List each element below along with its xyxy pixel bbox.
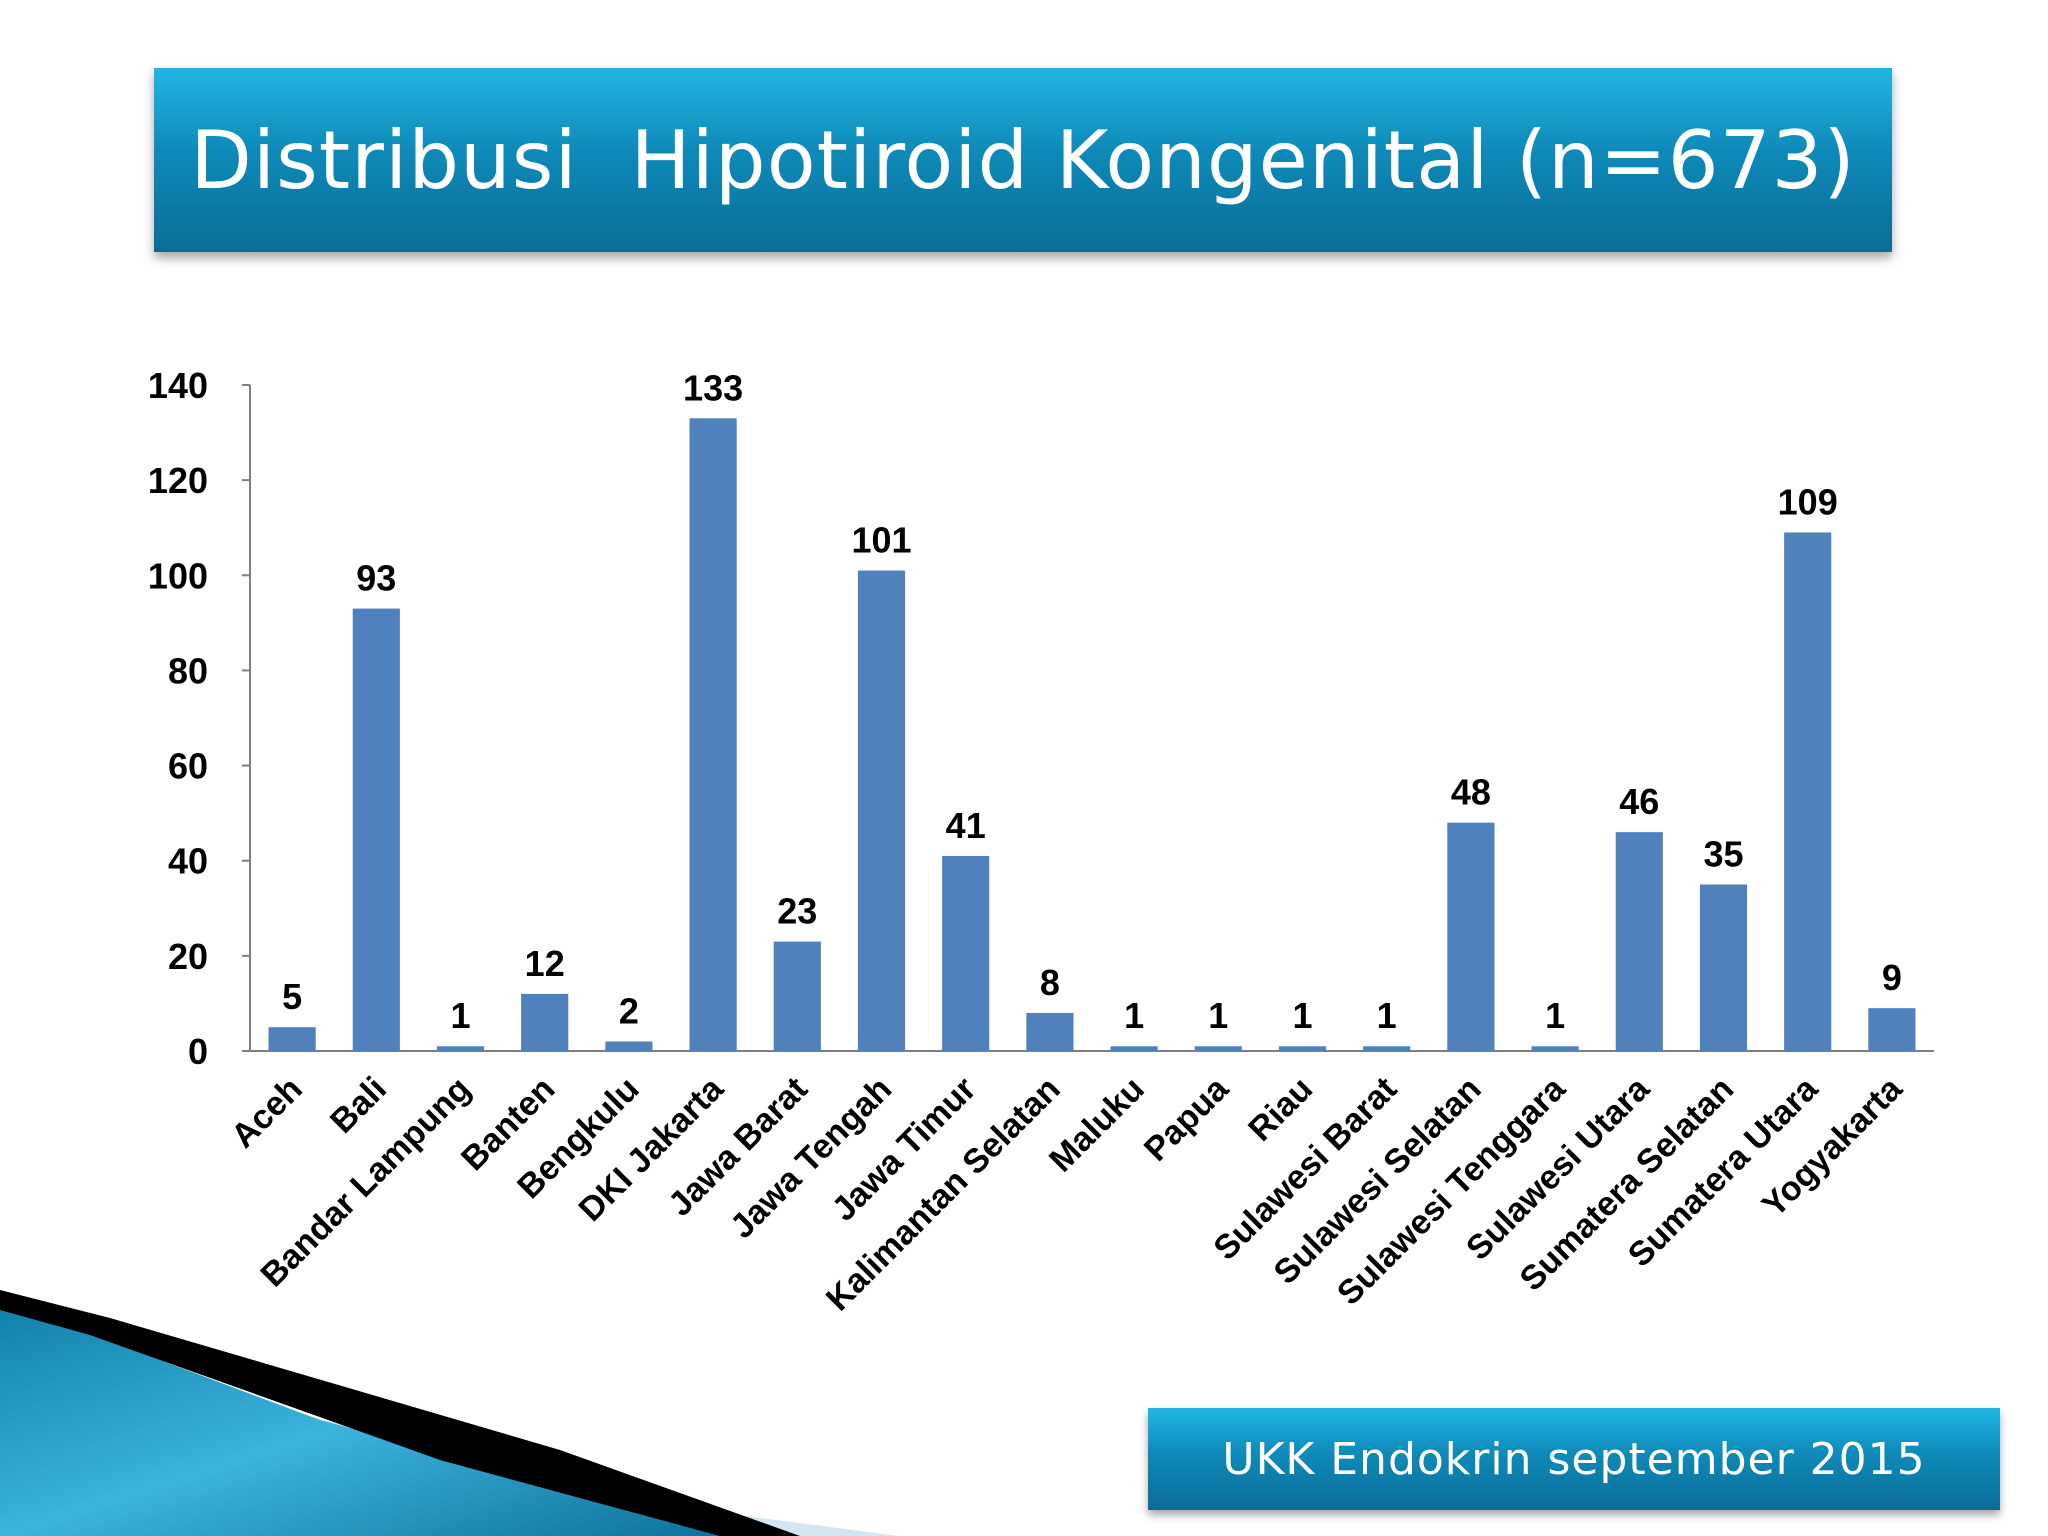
slide-title: Distribusi Hipotiroid Kongenital (n=673) [190,113,1856,207]
bar-value-label: 1 [1292,995,1312,1036]
y-tick-label: 20 [168,936,208,977]
y-tick-label: 120 [148,460,208,501]
x-tick-label: Bali [323,1070,394,1141]
bar-value-label: 41 [946,805,986,846]
bar-value-label: 1 [1124,995,1144,1036]
bar-value-label: 1 [1377,995,1397,1036]
x-tick-label: Maluku [1042,1070,1152,1180]
bar-value-label: 93 [356,558,396,599]
bar [1784,532,1832,1051]
source-banner: UKK Endokrin september 2015 [1148,1408,2000,1510]
bar [773,941,821,1051]
bar [942,855,990,1051]
bar-value-label: 5 [282,976,302,1017]
bar-value-label: 109 [1778,481,1838,522]
bar-value-label: 2 [619,990,639,1031]
bar [1531,1046,1579,1051]
bar [1278,1046,1327,1051]
bar-value-label: 1 [450,995,470,1036]
x-tick-label: Papua [1137,1069,1237,1169]
bar [605,1041,653,1051]
y-axis-ticks: 0 20 40 60 80 100 120 140 [148,365,250,1072]
bar-value-labels: 5 93 1 12 2 133 23 101 41 8 1 1 1 1 48 1 46 35 109 9 [282,367,1902,1036]
bar [268,1027,316,1051]
bars [268,418,1916,1051]
bar [1194,1046,1242,1051]
bar-value-label: 9 [1882,957,1902,998]
bar-value-label: 1 [1208,995,1228,1036]
bar [857,570,906,1051]
bar [1110,1046,1158,1051]
bar-value-label: 101 [851,520,911,561]
bar [1363,1046,1411,1051]
bar-value-label: 1 [1545,995,1565,1036]
y-tick-label: 140 [148,365,208,406]
bar-value-label: 46 [1619,781,1659,822]
y-tick-label: 80 [168,650,208,691]
source-label: UKK Endokrin september 2015 [1222,1433,1926,1485]
bar-value-label: 48 [1451,772,1491,813]
bar [689,418,737,1051]
y-tick-label: 100 [148,555,208,596]
bar [436,1046,485,1051]
bar [352,608,400,1051]
x-tick-label: Aceh [224,1070,310,1156]
bar [1447,822,1495,1051]
x-tick-label: Riau [1241,1070,1320,1149]
bar [1699,884,1748,1051]
bar [521,993,569,1051]
bar [1615,832,1663,1051]
y-tick-label: 40 [168,841,208,882]
bar-value-label: 8 [1040,962,1060,1003]
bar-value-label: 12 [525,943,565,984]
bar-value-label: 35 [1703,834,1743,875]
y-tick-label: 0 [188,1031,208,1072]
bar [1026,1012,1074,1051]
y-tick-label: 60 [168,746,208,787]
bar-value-label: 133 [683,367,743,408]
title-banner: Distribusi Hipotiroid Kongenital (n=673) [154,68,1892,252]
bar-value-label: 23 [777,891,817,932]
bar [1868,1008,1916,1051]
